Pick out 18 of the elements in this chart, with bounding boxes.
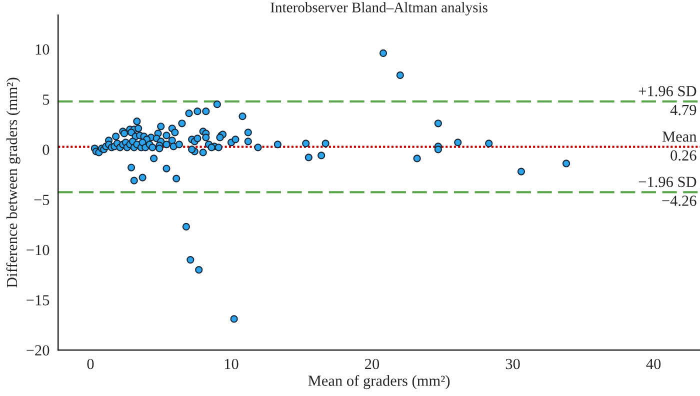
y-tick-label: −5 [34, 194, 50, 206]
x-tick-label: 0 [87, 358, 94, 370]
ref-line-label: Mean 0.26 [662, 132, 697, 161]
y-tick-label: −15 [26, 295, 50, 306]
x-tick-label: 40 [646, 358, 661, 370]
x-axis-title: Mean of graders (mm²) [308, 375, 450, 390]
y-tick-label: 5 [43, 94, 50, 105]
ref-line-label: +1.96 SD 4.79 [638, 86, 696, 116]
y-tick-label: 10 [36, 44, 50, 55]
x-tick-label: 30 [506, 358, 520, 370]
y-tick-label: −20 [26, 345, 50, 356]
x-tick-label: 20 [365, 358, 380, 370]
y-tick-label: 0 [42, 144, 50, 155]
y-tick-label: −10 [26, 244, 50, 256]
ref-line-label: −1.96 SD −4.26 [638, 176, 696, 206]
x-tick-label: 10 [224, 358, 238, 370]
chart-title: Interobserver Bland–Altman analysis [270, 2, 488, 16]
y-axis-title: Difference between graders (mm²) [6, 78, 20, 288]
